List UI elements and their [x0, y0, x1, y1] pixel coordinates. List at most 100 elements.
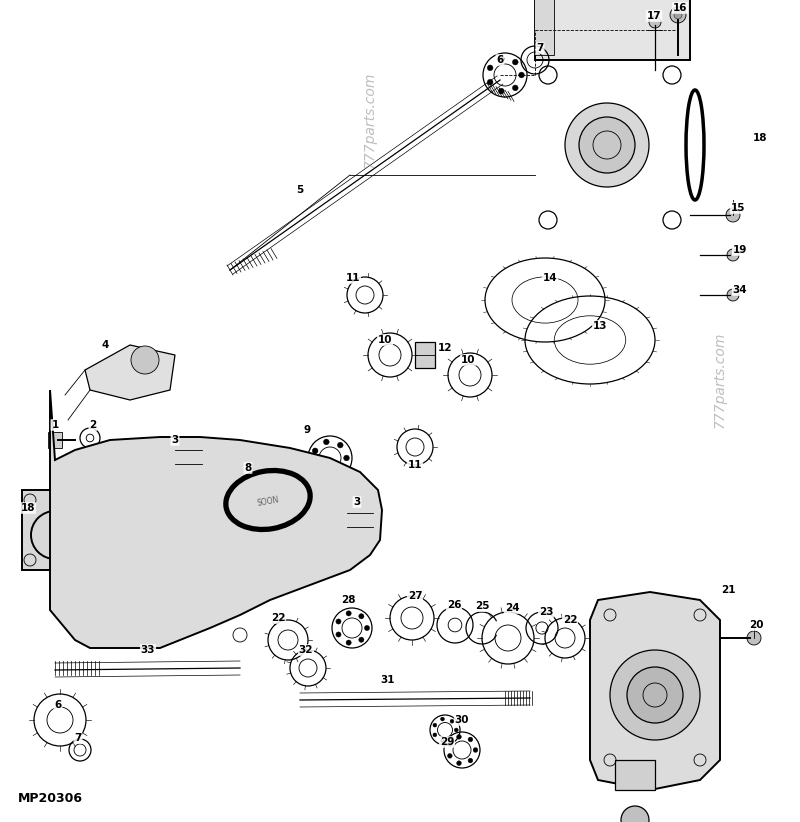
- Circle shape: [565, 103, 649, 187]
- Ellipse shape: [174, 448, 202, 466]
- Polygon shape: [85, 345, 175, 400]
- Text: 5: 5: [296, 185, 304, 195]
- Text: 16: 16: [673, 3, 687, 13]
- Circle shape: [468, 758, 473, 763]
- Circle shape: [513, 59, 518, 65]
- Text: 34: 34: [733, 285, 747, 295]
- Text: MP20306: MP20306: [18, 792, 83, 805]
- Circle shape: [441, 717, 445, 721]
- Text: 2: 2: [90, 420, 97, 430]
- Text: 22: 22: [270, 613, 286, 623]
- Text: 10: 10: [378, 335, 392, 345]
- Circle shape: [358, 637, 364, 642]
- Circle shape: [473, 748, 478, 752]
- Circle shape: [627, 667, 683, 723]
- Bar: [534, 0, 554, 55]
- Bar: [48, 432, 62, 448]
- Bar: [415, 342, 435, 368]
- Text: 26: 26: [446, 600, 462, 610]
- Text: 9: 9: [303, 425, 310, 435]
- Circle shape: [487, 65, 493, 71]
- Text: 23: 23: [538, 607, 554, 617]
- Circle shape: [457, 735, 462, 739]
- Circle shape: [487, 79, 493, 85]
- Text: 3: 3: [171, 435, 178, 445]
- Bar: [535, 0, 690, 60]
- Circle shape: [518, 72, 524, 78]
- Circle shape: [312, 462, 318, 468]
- Text: 14: 14: [542, 273, 558, 283]
- Text: 1: 1: [51, 420, 58, 430]
- Circle shape: [454, 728, 458, 732]
- Bar: [22, 490, 87, 570]
- Ellipse shape: [346, 511, 374, 529]
- Text: 31: 31: [381, 675, 395, 685]
- Text: 30: 30: [454, 715, 470, 725]
- Circle shape: [468, 737, 473, 741]
- Circle shape: [433, 733, 437, 737]
- Text: 13: 13: [593, 321, 607, 331]
- Text: 7: 7: [536, 43, 544, 53]
- Text: 20: 20: [749, 620, 763, 630]
- Circle shape: [447, 754, 452, 758]
- Circle shape: [450, 719, 454, 723]
- Text: 11: 11: [346, 273, 360, 283]
- Circle shape: [498, 56, 504, 62]
- Text: 15: 15: [730, 203, 746, 213]
- Circle shape: [338, 468, 343, 473]
- Text: 17: 17: [646, 11, 662, 21]
- Text: 777parts.com: 777parts.com: [363, 72, 377, 169]
- Circle shape: [323, 471, 329, 477]
- Text: 32: 32: [298, 645, 314, 655]
- Text: 19: 19: [733, 245, 747, 255]
- Circle shape: [726, 208, 740, 222]
- Text: 3: 3: [354, 497, 361, 507]
- Text: 29: 29: [440, 737, 454, 747]
- Circle shape: [727, 289, 739, 301]
- Text: 28: 28: [341, 595, 355, 605]
- Text: 33: 33: [141, 645, 155, 655]
- Text: 777parts.com: 777parts.com: [713, 332, 727, 428]
- Text: 4: 4: [102, 340, 109, 350]
- Text: 25: 25: [474, 601, 490, 611]
- Circle shape: [610, 650, 700, 740]
- Circle shape: [513, 85, 518, 90]
- Polygon shape: [590, 592, 720, 790]
- Text: 21: 21: [721, 585, 735, 595]
- Text: 8: 8: [244, 463, 252, 473]
- Circle shape: [336, 632, 341, 637]
- Text: SOON: SOON: [256, 496, 280, 508]
- Circle shape: [457, 761, 462, 765]
- Circle shape: [674, 11, 682, 19]
- Text: 6: 6: [496, 55, 504, 65]
- Text: 24: 24: [505, 603, 519, 613]
- Circle shape: [727, 249, 739, 261]
- Circle shape: [447, 741, 452, 746]
- Circle shape: [312, 448, 318, 454]
- Circle shape: [433, 723, 437, 727]
- Circle shape: [346, 611, 351, 616]
- Circle shape: [344, 455, 350, 461]
- Circle shape: [336, 619, 341, 624]
- Circle shape: [450, 737, 454, 741]
- Circle shape: [441, 739, 445, 743]
- Circle shape: [358, 614, 364, 619]
- Text: 27: 27: [408, 591, 422, 601]
- Text: 10: 10: [461, 355, 475, 365]
- Bar: [615, 760, 655, 790]
- Circle shape: [747, 631, 761, 645]
- Text: 6: 6: [54, 700, 62, 710]
- Circle shape: [670, 7, 686, 23]
- Circle shape: [364, 626, 370, 630]
- Circle shape: [323, 439, 329, 445]
- Circle shape: [346, 640, 351, 645]
- Text: 11: 11: [408, 460, 422, 470]
- Circle shape: [579, 117, 635, 173]
- Polygon shape: [50, 390, 382, 648]
- Text: 7: 7: [74, 733, 82, 743]
- Text: 22: 22: [562, 615, 578, 625]
- Text: 12: 12: [438, 343, 452, 353]
- Circle shape: [131, 346, 159, 374]
- Circle shape: [498, 88, 504, 94]
- Circle shape: [621, 806, 649, 822]
